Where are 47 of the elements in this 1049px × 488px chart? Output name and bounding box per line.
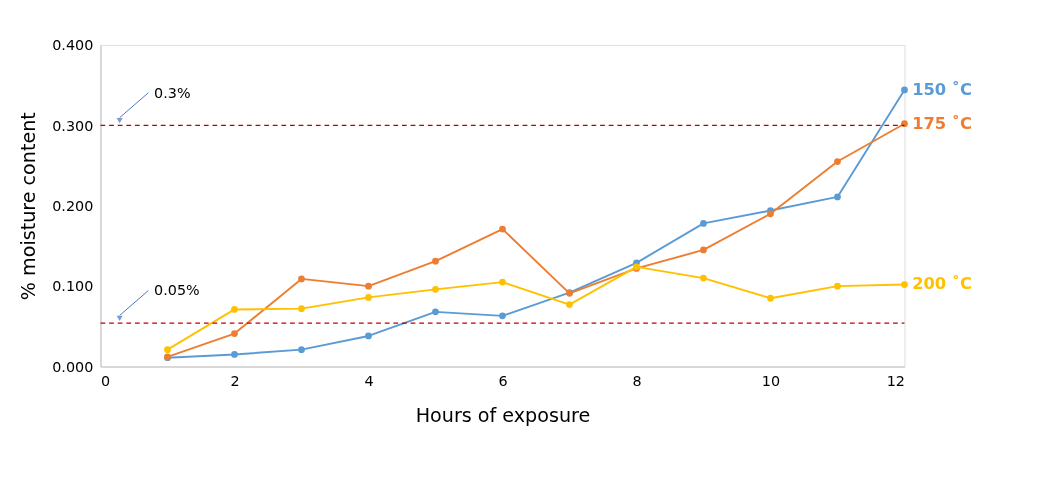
y-tick-label: 0.300 bbox=[52, 117, 94, 134]
point bbox=[499, 278, 506, 286]
point bbox=[231, 306, 238, 313]
series-label: 150 ˚C bbox=[912, 79, 972, 99]
y-tick-label: 0.000 bbox=[52, 358, 94, 375]
point bbox=[767, 210, 774, 218]
point bbox=[499, 225, 506, 233]
point bbox=[231, 330, 238, 337]
point bbox=[365, 294, 372, 301]
y-tick-label: 0.200 bbox=[52, 197, 94, 214]
point bbox=[834, 282, 841, 290]
point bbox=[298, 305, 305, 313]
ref-line-label: 0.05% bbox=[154, 282, 200, 299]
point bbox=[432, 308, 439, 316]
point bbox=[767, 294, 774, 302]
x-tick-label: 0 bbox=[100, 373, 111, 390]
y-tick-label: 0.100 bbox=[52, 278, 94, 295]
ref-line-label: 0.3% bbox=[154, 84, 191, 101]
point bbox=[901, 86, 908, 94]
x-tick-label: 12 bbox=[886, 373, 905, 390]
series-label: 175 ˚C bbox=[912, 113, 972, 133]
point bbox=[901, 120, 908, 128]
point bbox=[432, 285, 439, 293]
point bbox=[365, 282, 372, 290]
point bbox=[365, 332, 372, 340]
point bbox=[499, 312, 506, 320]
y-tick-label: 0.400 bbox=[52, 37, 94, 54]
point bbox=[700, 274, 707, 282]
point bbox=[298, 275, 305, 283]
point bbox=[834, 193, 841, 201]
point bbox=[834, 158, 841, 165]
x-tick-label: 6 bbox=[498, 373, 508, 390]
point bbox=[231, 351, 238, 358]
point bbox=[700, 246, 707, 254]
point bbox=[700, 220, 707, 227]
point bbox=[901, 281, 908, 288]
point bbox=[432, 257, 439, 265]
x-axis-title: Hours of exposure bbox=[415, 403, 591, 427]
y-axis-title: % moisture content bbox=[16, 111, 40, 301]
point bbox=[298, 346, 305, 354]
x-tick-label: 8 bbox=[632, 373, 642, 390]
series-label: 200 ˚C bbox=[912, 274, 972, 294]
point bbox=[566, 301, 573, 308]
x-tick-label: 4 bbox=[364, 373, 374, 390]
x-tick-label: 2 bbox=[230, 373, 240, 390]
x-tick-label: 10 bbox=[761, 373, 781, 390]
point bbox=[164, 346, 171, 354]
